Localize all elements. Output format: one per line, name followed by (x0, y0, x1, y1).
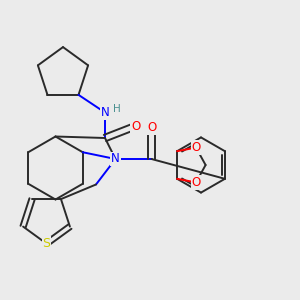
Text: O: O (191, 141, 201, 154)
Text: N: N (100, 106, 109, 119)
Text: O: O (147, 121, 156, 134)
Text: O: O (191, 176, 201, 189)
Text: H: H (112, 104, 120, 115)
Text: N: N (111, 152, 120, 166)
Text: S: S (43, 237, 50, 250)
Text: O: O (131, 120, 140, 134)
